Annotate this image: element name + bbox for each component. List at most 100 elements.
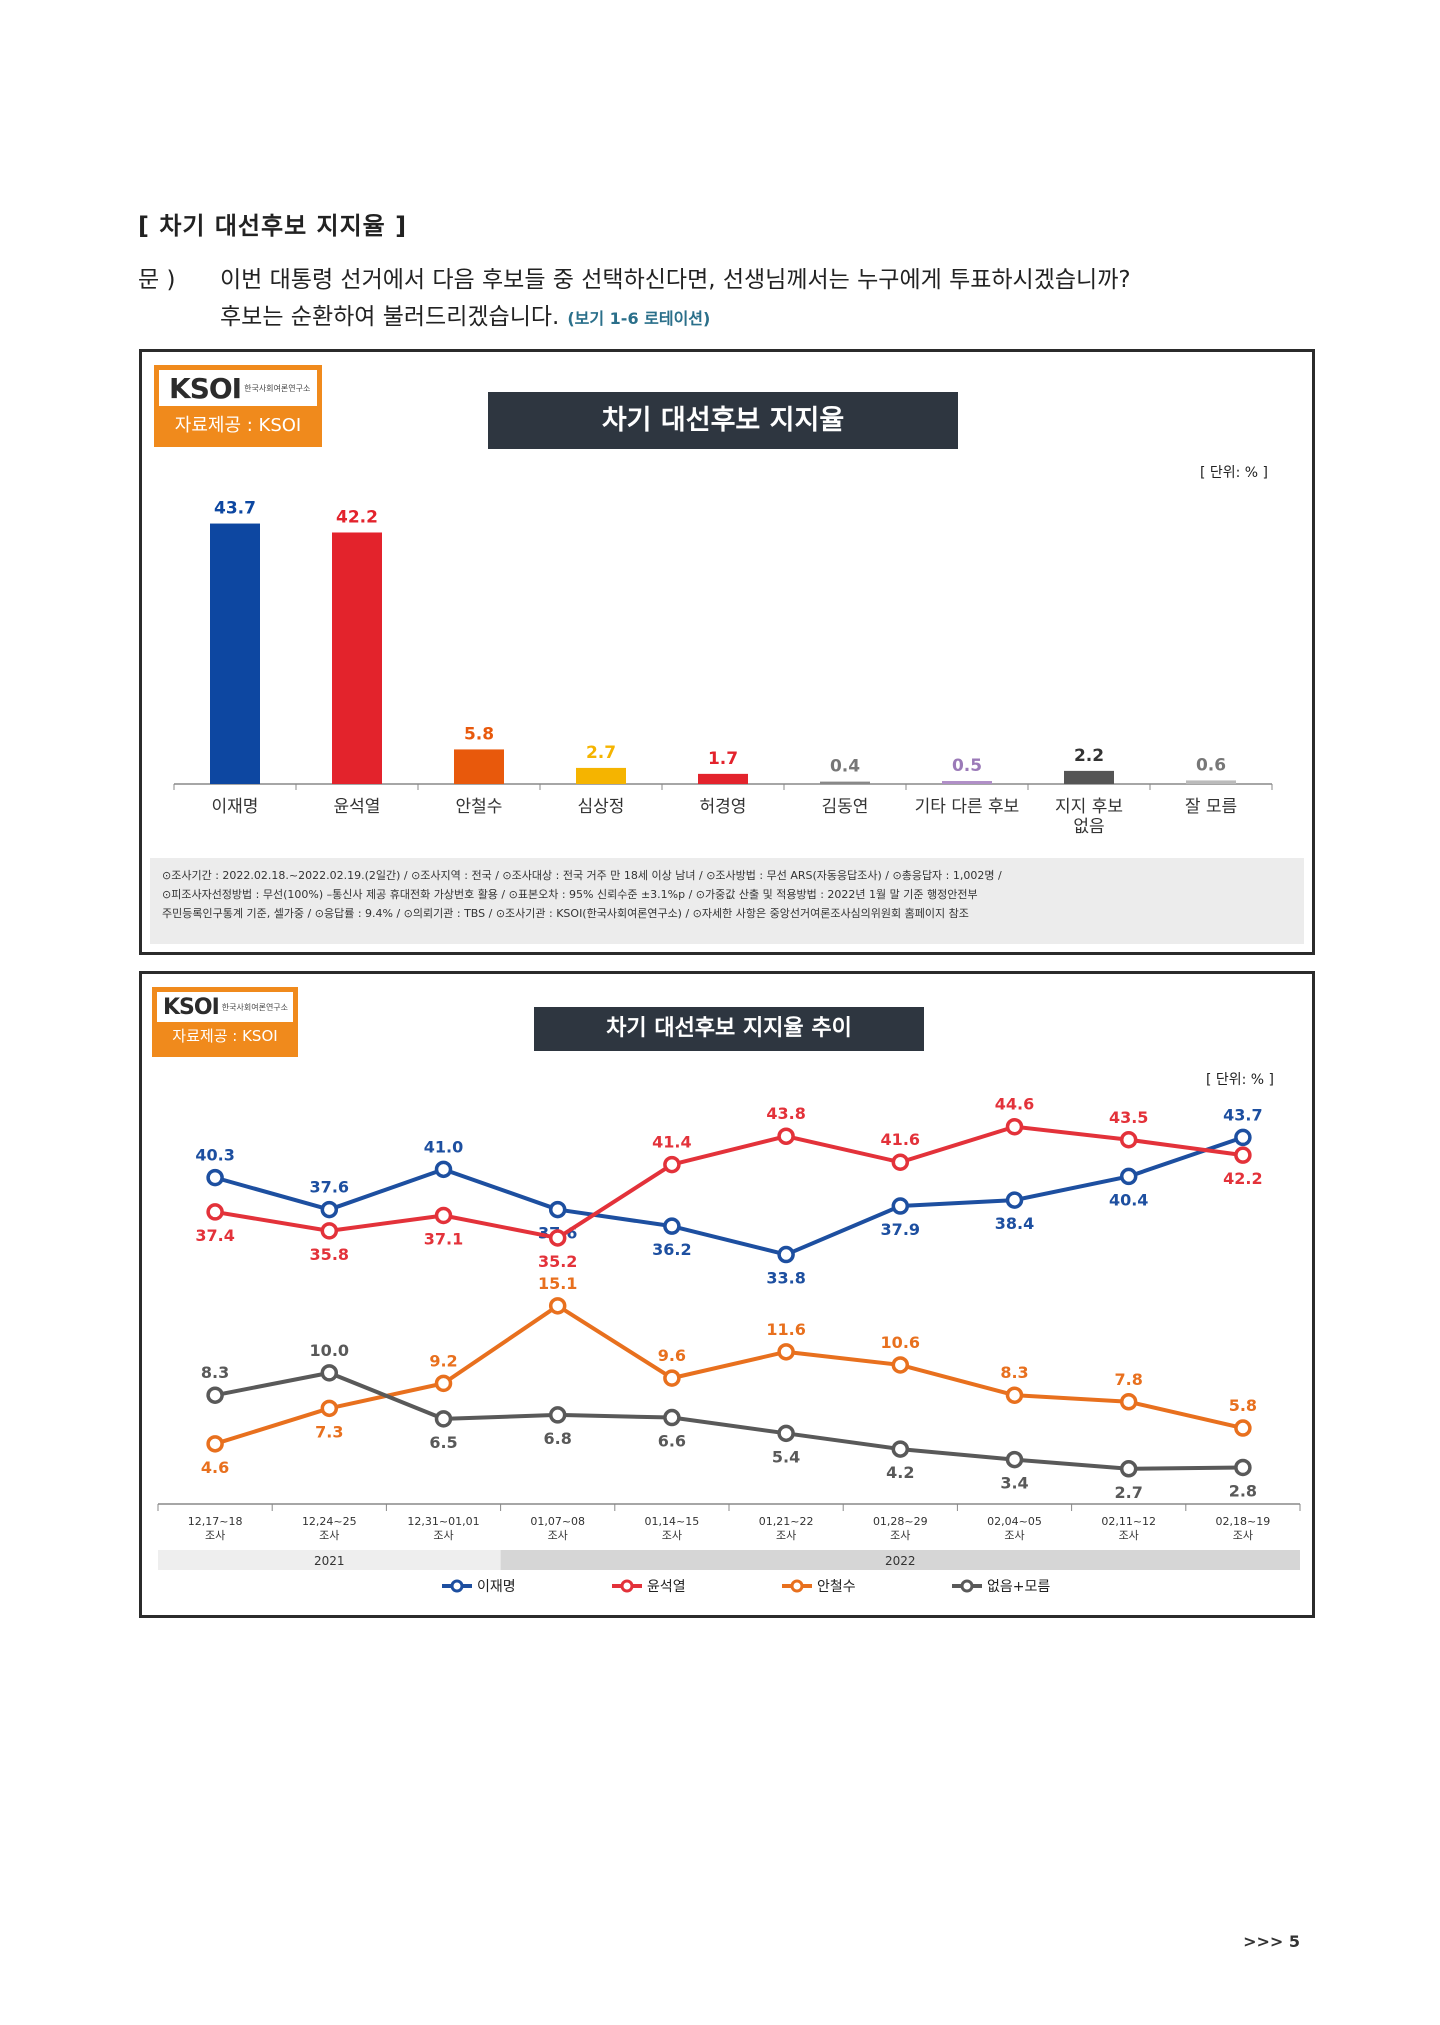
bar-category-label: 없음 — [1073, 817, 1104, 837]
bar-value-label: 0.5 — [952, 756, 982, 776]
legend-swatch-marker — [450, 1579, 464, 1593]
series-value-label: 8.3 — [201, 1363, 229, 1382]
bar-category-label: 윤석열 — [334, 797, 381, 817]
series-value-label: 37.4 — [195, 1226, 234, 1245]
line-x-tick-label: 01,21~22 — [759, 1515, 814, 1528]
bar-value-label: 1.7 — [708, 749, 738, 769]
series-value-label: 37.1 — [424, 1229, 463, 1248]
series-value-label: 10.0 — [310, 1341, 349, 1360]
series-point — [320, 1222, 339, 1240]
series-point — [1005, 1117, 1024, 1136]
series-value-label: 37.9 — [881, 1220, 920, 1239]
series-value-label: 6.6 — [658, 1432, 686, 1451]
series-value-label: 38.4 — [995, 1214, 1034, 1233]
series-value-label: 43.7 — [1223, 1105, 1262, 1124]
series-point — [777, 1127, 795, 1145]
series-point — [1119, 1131, 1138, 1149]
series-point — [891, 1440, 910, 1458]
series-value-label: 2.8 — [1229, 1481, 1257, 1500]
bar-category-label: 잘 모름 — [1185, 797, 1237, 817]
series-point — [663, 1408, 681, 1427]
series-line — [214, 1135, 1244, 1257]
series-point — [206, 1203, 224, 1221]
bar — [942, 781, 992, 784]
series-point — [434, 1206, 453, 1225]
line-x-tick-label: 01,07~08 — [530, 1515, 585, 1528]
line-x-tick-sublabel: 조사 — [1004, 1529, 1024, 1542]
series-point — [1119, 1167, 1138, 1186]
ksoi-logo: KSOI 한국사회여론연구소 자료제공 : KSOI — [154, 365, 322, 447]
page-number: >>> 5 — [1243, 1932, 1300, 1951]
line-x-tick-sublabel: 조사 — [433, 1529, 453, 1542]
series-point — [320, 1200, 339, 1219]
bar-value-label: 0.6 — [1196, 755, 1226, 775]
line-x-tick-label: 02,04~05 — [987, 1515, 1042, 1528]
survey-footnote: ⊙조사기간 : 2022.02.18.~2022.02.19.(2일간) / ⊙… — [150, 858, 1304, 944]
series-point — [663, 1369, 681, 1387]
bar — [576, 767, 626, 784]
series-value-label: 6.5 — [429, 1433, 457, 1452]
legend-label: 없음+모름 — [987, 1579, 1050, 1595]
bar — [210, 523, 260, 784]
series-point — [206, 1386, 224, 1404]
bar-category-label: 안철수 — [456, 797, 503, 817]
data-credit: 자료제공 : KSOI — [172, 1027, 278, 1045]
series-point — [434, 1160, 453, 1179]
series-value-label: 41.0 — [424, 1137, 463, 1156]
line-x-tick-label: 12,17~18 — [188, 1515, 243, 1528]
bar-chart-unit: [ 단위: % ] — [1199, 465, 1268, 481]
series-value-label: 37.6 — [310, 1178, 349, 1197]
question-note: (보기 1-6 로테이션) — [567, 309, 711, 328]
series-point — [777, 1245, 795, 1264]
series-point — [434, 1374, 453, 1393]
question-label: 문 ) — [138, 267, 176, 293]
series-point — [663, 1155, 681, 1174]
bar-category-label: 김동연 — [822, 797, 869, 817]
ksoi-subtitle: 한국사회여론연구소 — [221, 1002, 289, 1012]
series-point — [891, 1356, 910, 1374]
series-value-label: 9.6 — [658, 1346, 686, 1365]
series-point — [891, 1153, 910, 1171]
ksoi-brand: KSOI 한국사회여론연구소 — [159, 370, 317, 406]
series-point — [1005, 1450, 1024, 1469]
ksoi-brand: KSOI 한국사회여론연구소 — [157, 992, 293, 1022]
series-value-label: 2.7 — [1115, 1483, 1143, 1502]
bar-category-label: 기타 다른 후보 — [915, 797, 1020, 817]
footnote-line: ⊙피조사자선정방법 : 무선(100%) –통신사 제공 휴대전화 가상번호 활… — [162, 888, 978, 901]
line-x-tick-sublabel: 조사 — [890, 1529, 910, 1542]
legend-item: 없음+모름 — [952, 1579, 1050, 1595]
bar-value-label: 43.7 — [214, 499, 256, 519]
series-value-label: 7.3 — [315, 1422, 343, 1441]
series-value-label: 11.6 — [766, 1320, 805, 1339]
legend-swatch-marker — [960, 1579, 974, 1593]
question-line-1: 이번 대통령 선거에서 다음 후보들 중 선택하신다면, 선생님께서는 누구에게… — [220, 267, 1131, 293]
line-x-tick-sublabel: 조사 — [662, 1529, 682, 1542]
series-point — [1005, 1386, 1024, 1404]
question-line-2-text: 후보는 순환하여 불러드리겠습니다. — [220, 304, 560, 330]
year-band — [500, 1550, 1301, 1570]
series-point — [548, 1200, 567, 1219]
bar-value-label: 0.4 — [830, 757, 860, 777]
bar-value-label: 2.7 — [586, 743, 616, 763]
series-point — [548, 1406, 567, 1424]
bar-chart-title: 차기 대선후보 지지율 — [488, 392, 958, 449]
series-point — [320, 1364, 339, 1382]
bar-chart-panel: KSOI 한국사회여론연구소 자료제공 : KSOI 차기 대선후보 지지율 [ … — [139, 349, 1315, 955]
year-label: 2021 — [314, 1554, 345, 1568]
line-x-tick-sublabel: 조사 — [1119, 1529, 1139, 1542]
line-x-tick-sublabel: 조사 — [319, 1529, 339, 1542]
line-x-tick-label: 02,11~12 — [1101, 1515, 1156, 1528]
series-point — [777, 1343, 795, 1361]
legend-item: 안철수 — [782, 1579, 856, 1595]
section-title: [ 차기 대선후보 지지율 ] — [138, 212, 408, 240]
series-value-label: 9.2 — [429, 1351, 457, 1370]
data-credit: 자료제공 : KSOI — [174, 415, 302, 436]
bar — [1186, 780, 1236, 784]
bar-category-label: 허경영 — [700, 797, 747, 817]
legend-swatch-marker — [620, 1579, 634, 1593]
series-value-label: 41.6 — [881, 1130, 920, 1149]
series-point — [1119, 1393, 1138, 1411]
line-x-tick-sublabel: 조사 — [548, 1529, 568, 1542]
line-x-tick-sublabel: 조사 — [1233, 1529, 1253, 1542]
legend-item: 윤석열 — [612, 1579, 686, 1595]
